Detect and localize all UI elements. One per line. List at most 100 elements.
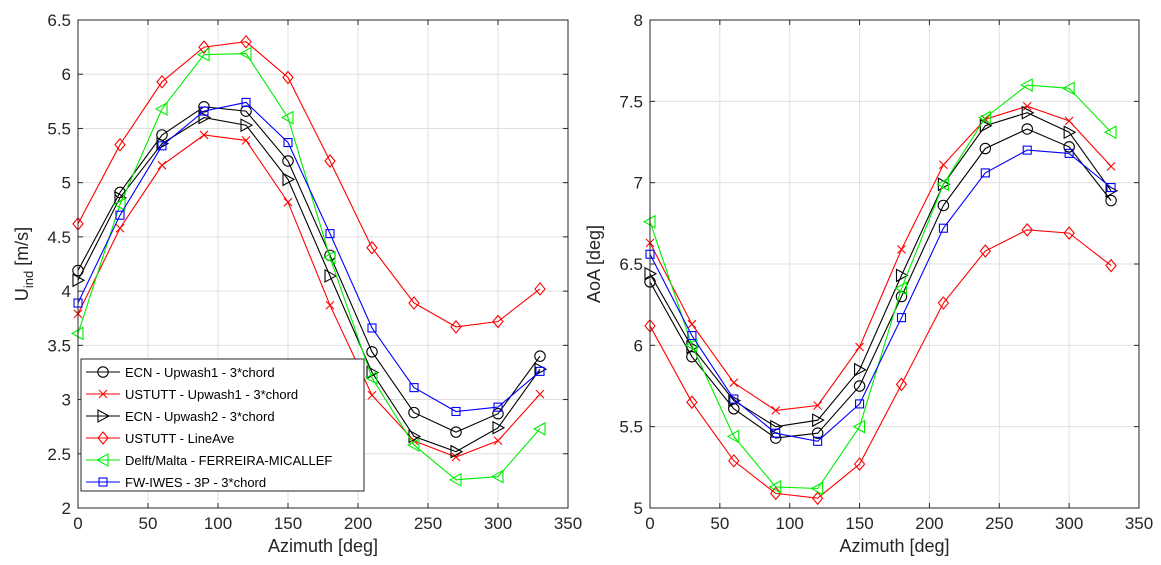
right-data-point bbox=[1063, 226, 1075, 240]
marker-stroke bbox=[1022, 101, 1032, 111]
left-data-point bbox=[535, 366, 545, 376]
right-data-point bbox=[686, 395, 698, 410]
right-data-point bbox=[810, 481, 824, 496]
left-data-point bbox=[406, 438, 420, 453]
right-data-point bbox=[1021, 222, 1033, 237]
legend-marker bbox=[98, 477, 108, 487]
right-data-point bbox=[812, 413, 825, 428]
left-data-point bbox=[198, 40, 210, 54]
right-y-tick-label: 7.5 bbox=[619, 92, 643, 111]
right-data-point bbox=[979, 244, 992, 258]
marker-stroke bbox=[729, 378, 739, 388]
left-data-point bbox=[324, 154, 336, 168]
left-y-tick-label: 5.5 bbox=[47, 119, 71, 138]
left-data-point bbox=[283, 197, 293, 207]
left-data-point bbox=[409, 383, 419, 393]
right-series-line bbox=[649, 105, 1112, 411]
left-data-point bbox=[238, 46, 252, 61]
right-series-line bbox=[649, 229, 1112, 499]
left-data-point bbox=[534, 362, 548, 377]
left-series-6 bbox=[73, 97, 545, 417]
left-data-point bbox=[325, 300, 335, 310]
left-x-tick-label: 50 bbox=[139, 514, 158, 533]
left-y-tick-label: 3.5 bbox=[47, 336, 71, 355]
left-series-4 bbox=[72, 34, 546, 334]
right-data-point bbox=[1105, 258, 1117, 273]
left-series-line bbox=[77, 134, 541, 458]
marker-stroke bbox=[1106, 162, 1116, 171]
marker-stroke bbox=[157, 160, 167, 170]
right-data-point bbox=[937, 199, 950, 212]
right-data-point bbox=[1063, 125, 1077, 140]
left-data-point bbox=[492, 314, 504, 329]
marker-stroke bbox=[535, 389, 545, 399]
left-data-point bbox=[240, 118, 254, 133]
right-series-line bbox=[649, 84, 1112, 490]
right-data-point bbox=[894, 281, 908, 296]
legend-label: USTUTT - LineAve bbox=[125, 431, 234, 446]
left-data-point bbox=[196, 47, 210, 62]
left-y-axis-title: Uind [m/s] bbox=[12, 227, 36, 301]
marker-stroke bbox=[687, 319, 697, 329]
right-data-point bbox=[1063, 141, 1075, 153]
left-data-point bbox=[282, 70, 294, 85]
right-data-point bbox=[1022, 145, 1032, 155]
marker-stroke bbox=[325, 300, 335, 310]
right-data-point bbox=[729, 394, 739, 404]
legend-label: Delft/Malta - FERREIRA-MICALLEF bbox=[125, 453, 332, 468]
legend-label: ECN - Upwash2 - 3*chord bbox=[125, 409, 275, 424]
left-x-tick-label: 100 bbox=[204, 514, 232, 533]
marker-stroke bbox=[98, 389, 108, 399]
left-y-tick-label: 4 bbox=[62, 282, 71, 301]
right-data-point bbox=[687, 319, 697, 329]
left-data-point bbox=[450, 444, 464, 459]
right-data-point bbox=[726, 429, 740, 444]
right-data-point bbox=[813, 401, 823, 410]
right-data-point bbox=[938, 223, 948, 233]
right-data-point bbox=[979, 142, 992, 155]
right-x-tick-label: 300 bbox=[1055, 514, 1083, 533]
right-data-point bbox=[852, 419, 866, 434]
left-x-tick-label: 350 bbox=[554, 514, 582, 533]
marker-stroke bbox=[199, 130, 209, 140]
right-data-point bbox=[729, 378, 739, 388]
left-data-point bbox=[156, 136, 170, 151]
left-data-point bbox=[366, 240, 378, 255]
left-data-point bbox=[241, 135, 251, 145]
right-y-tick-label: 7 bbox=[634, 174, 643, 193]
left-data-point bbox=[367, 323, 377, 333]
marker-stroke bbox=[813, 401, 823, 410]
marker-stroke bbox=[939, 160, 948, 170]
left-data-point bbox=[490, 469, 504, 484]
left-data-point bbox=[282, 172, 296, 187]
right-y-tick-label: 5.5 bbox=[619, 418, 643, 437]
legend-entry: FW-IWES - 3P - 3*chord bbox=[86, 475, 266, 490]
right-data-point bbox=[855, 399, 865, 409]
right-data-point bbox=[811, 491, 824, 506]
right-data-point bbox=[813, 436, 823, 446]
left-data-point bbox=[448, 472, 462, 487]
right-data-point bbox=[684, 338, 698, 353]
right-x-tick-label: 150 bbox=[845, 514, 873, 533]
right-data-point bbox=[1021, 105, 1035, 120]
right-data-point bbox=[1064, 116, 1074, 126]
right-data-point bbox=[1061, 81, 1075, 96]
left-data-point bbox=[366, 365, 380, 380]
right-data-point bbox=[1064, 148, 1074, 158]
left-data-point bbox=[492, 407, 504, 420]
left-data-point bbox=[240, 34, 252, 49]
left-data-point bbox=[364, 370, 378, 385]
left-y-tick-label: 5 bbox=[62, 174, 71, 193]
marker-stroke bbox=[1064, 116, 1074, 126]
left-data-point bbox=[199, 106, 209, 116]
left-data-point bbox=[280, 110, 294, 125]
left-data-point bbox=[450, 320, 462, 334]
left-axes-box bbox=[77, 19, 569, 509]
right-data-point bbox=[811, 427, 824, 439]
marker-stroke bbox=[115, 223, 125, 233]
left-x-tick-label: 150 bbox=[274, 514, 302, 533]
left-data-point bbox=[115, 210, 125, 220]
right-series-line bbox=[649, 128, 1112, 439]
chart-left: 0 50 100 150 200 250 300 350 2 2.5 3 3.5 4 4.5 5 5.5 6 6.… bbox=[12, 11, 582, 556]
